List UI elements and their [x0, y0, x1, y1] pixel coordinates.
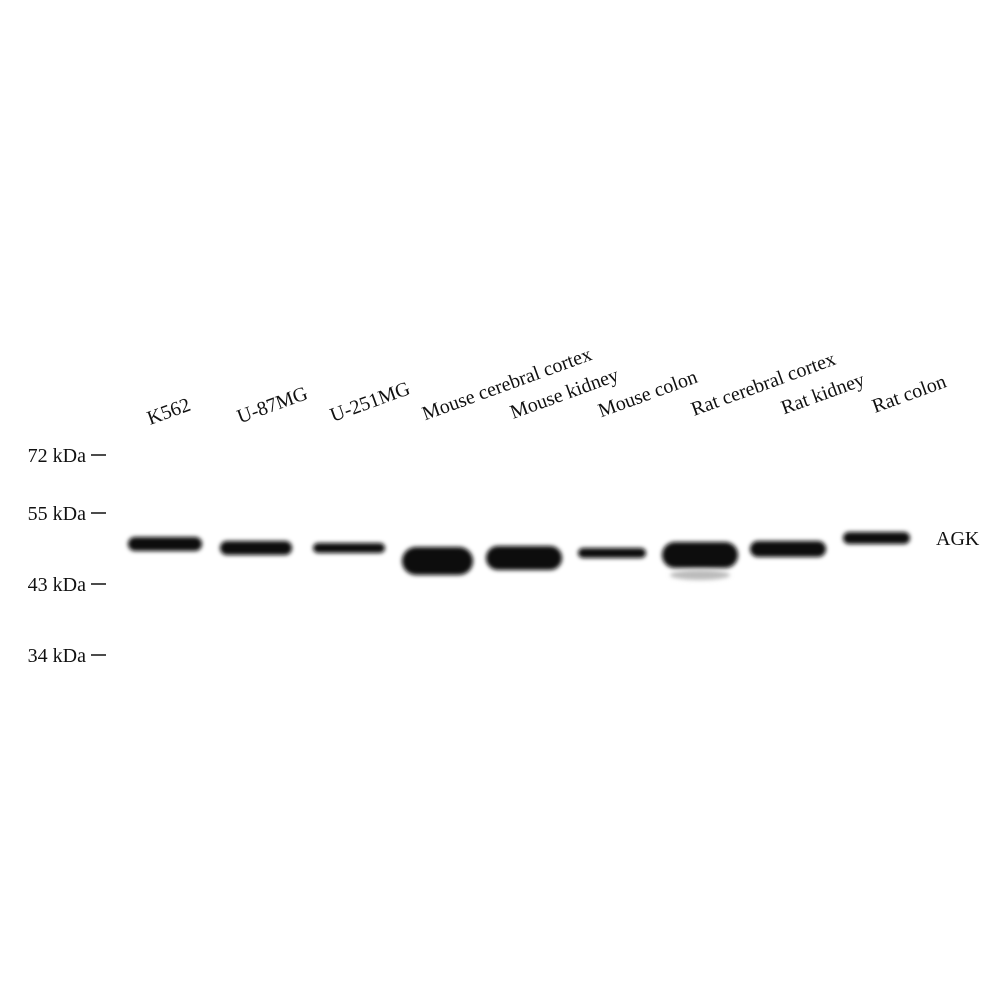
- band-smear: [670, 570, 730, 580]
- marker-label: 55 kDa: [28, 503, 86, 525]
- marker-label: 72 kDa: [28, 445, 86, 467]
- band: [662, 542, 738, 568]
- band: [402, 547, 473, 575]
- marker-label: 34 kDa: [28, 645, 86, 667]
- marker-label: 43 kDa: [28, 574, 86, 596]
- band: [220, 541, 292, 555]
- band: [128, 537, 202, 551]
- band: [843, 532, 910, 544]
- band-label: AGK: [936, 528, 980, 550]
- band: [313, 543, 385, 553]
- band: [750, 541, 826, 557]
- band: [578, 548, 646, 558]
- band: [486, 546, 562, 570]
